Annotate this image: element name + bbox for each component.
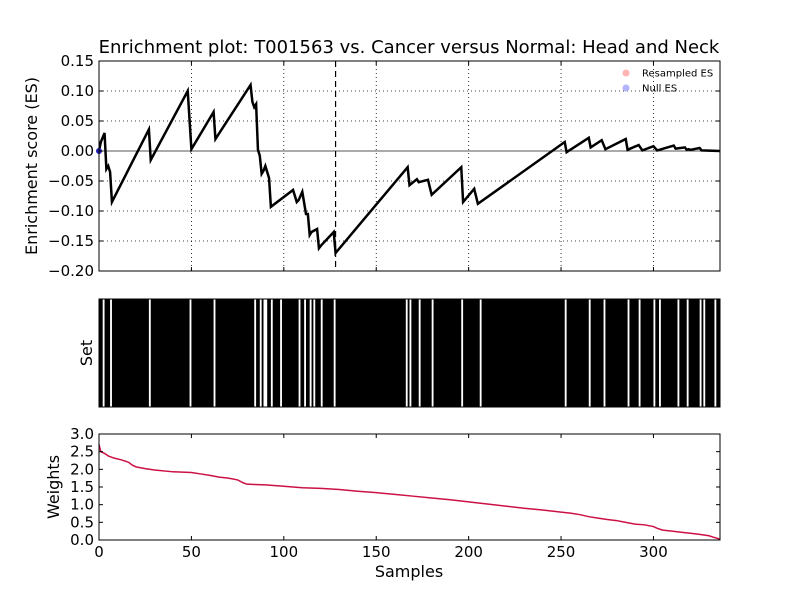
set-barcode-gap <box>320 299 323 407</box>
x-tick-label: 100 <box>270 543 299 561</box>
es-panel: 0.15 0.10 0.05 0.00 −0.05 −0.10 −0.15 −0.20 Enri… <box>22 52 721 280</box>
weights-curve <box>98 444 721 540</box>
set-barcode-gap <box>418 299 421 407</box>
weights-y-tick-label: 3.0 <box>70 425 94 443</box>
es-y-tick-label: −0.10 <box>48 202 94 220</box>
set-barcode-gap <box>564 299 567 407</box>
set-barcode-gap <box>110 299 112 407</box>
set-barcode-gap <box>263 299 268 407</box>
weights-y-axis-label: Weights <box>44 455 63 519</box>
x-tick-label: 250 <box>547 543 576 561</box>
es-curve <box>97 81 721 257</box>
weights-y-tick-label: 0.5 <box>70 513 94 531</box>
set-barcode-gap <box>686 299 689 407</box>
set-barcode-gap <box>313 299 316 407</box>
set-barcode-gap <box>653 299 656 407</box>
chart-title: Enrichment plot: T001563 vs. Cancer vers… <box>99 37 720 58</box>
weights-y-tick-label: 2.0 <box>70 460 94 478</box>
weights-panel: 3.02.52.01.51.00.50.00 50 100 150 200 250 300 W… <box>44 425 721 561</box>
set-barcode-gap <box>638 299 641 407</box>
set-barcode-gap <box>298 299 301 407</box>
legend-label: Null ES <box>642 84 677 95</box>
set-barcode-gap <box>309 299 312 407</box>
set-barcode-gap <box>588 299 591 407</box>
set-barcode-gap <box>102 299 105 407</box>
es-y-tick-label: −0.15 <box>48 232 94 250</box>
set-axes-frame <box>98 298 721 408</box>
x-tick-label: 150 <box>362 543 391 561</box>
weights-y-tick-label: 2.5 <box>70 443 94 461</box>
legend-label: Resampled ES <box>642 69 713 80</box>
legend-marker <box>622 84 630 92</box>
set-barcode-gap <box>677 299 680 407</box>
set-barcode-gap <box>409 299 412 407</box>
es-y-tick-label: 0.10 <box>61 82 94 100</box>
x-tick-label: 200 <box>454 543 483 561</box>
set-barcode-gap <box>270 299 273 407</box>
set-barcode-gap <box>280 299 282 407</box>
set-y-axis-label: Set <box>77 340 96 366</box>
es-axes-frame <box>98 60 721 272</box>
set-barcode-gap <box>479 299 482 407</box>
set-barcode-gap <box>148 299 151 407</box>
x-tick-label: 300 <box>639 543 668 561</box>
x-tick-label: 0 <box>94 543 104 561</box>
set-barcode-gap <box>189 299 192 407</box>
set-barcode-gap <box>405 299 408 407</box>
legend-marker <box>622 69 630 77</box>
weights-y-tick-label: 1.0 <box>70 496 94 514</box>
es-y-tick-label: −0.20 <box>48 262 94 280</box>
es-y-axis-label: Enrichment score (ES) <box>22 77 41 255</box>
set-barcode-gap <box>461 299 464 407</box>
set-barcode-gap <box>431 299 434 407</box>
set-barcode-gap <box>699 299 702 407</box>
es-y-tick-label: 0.00 <box>61 142 94 160</box>
weights-y-tick-label: 0.0 <box>70 531 94 549</box>
set-barcode-gap <box>304 299 306 407</box>
x-axis-label: Samples <box>375 562 443 581</box>
set-barcode-gap <box>254 299 257 407</box>
set-barcode-gap <box>259 299 262 407</box>
set-barcode-gap <box>627 299 630 407</box>
set-barcode-gap <box>714 299 717 407</box>
set-barcode-gap <box>333 299 336 407</box>
weights-y-tick-label: 1.5 <box>70 478 94 496</box>
es-y-tick-label: 0.15 <box>61 52 94 70</box>
x-tick-label: 50 <box>182 543 201 561</box>
es-y-tick-label: −0.05 <box>48 172 94 190</box>
set-barcode-gap <box>659 299 661 407</box>
set-panel: Set <box>77 298 721 408</box>
set-barcode-gap <box>603 299 606 407</box>
es-y-tick-label: 0.05 <box>61 112 94 130</box>
set-barcode-gap <box>213 299 216 407</box>
set-barcode-gap <box>703 299 706 407</box>
